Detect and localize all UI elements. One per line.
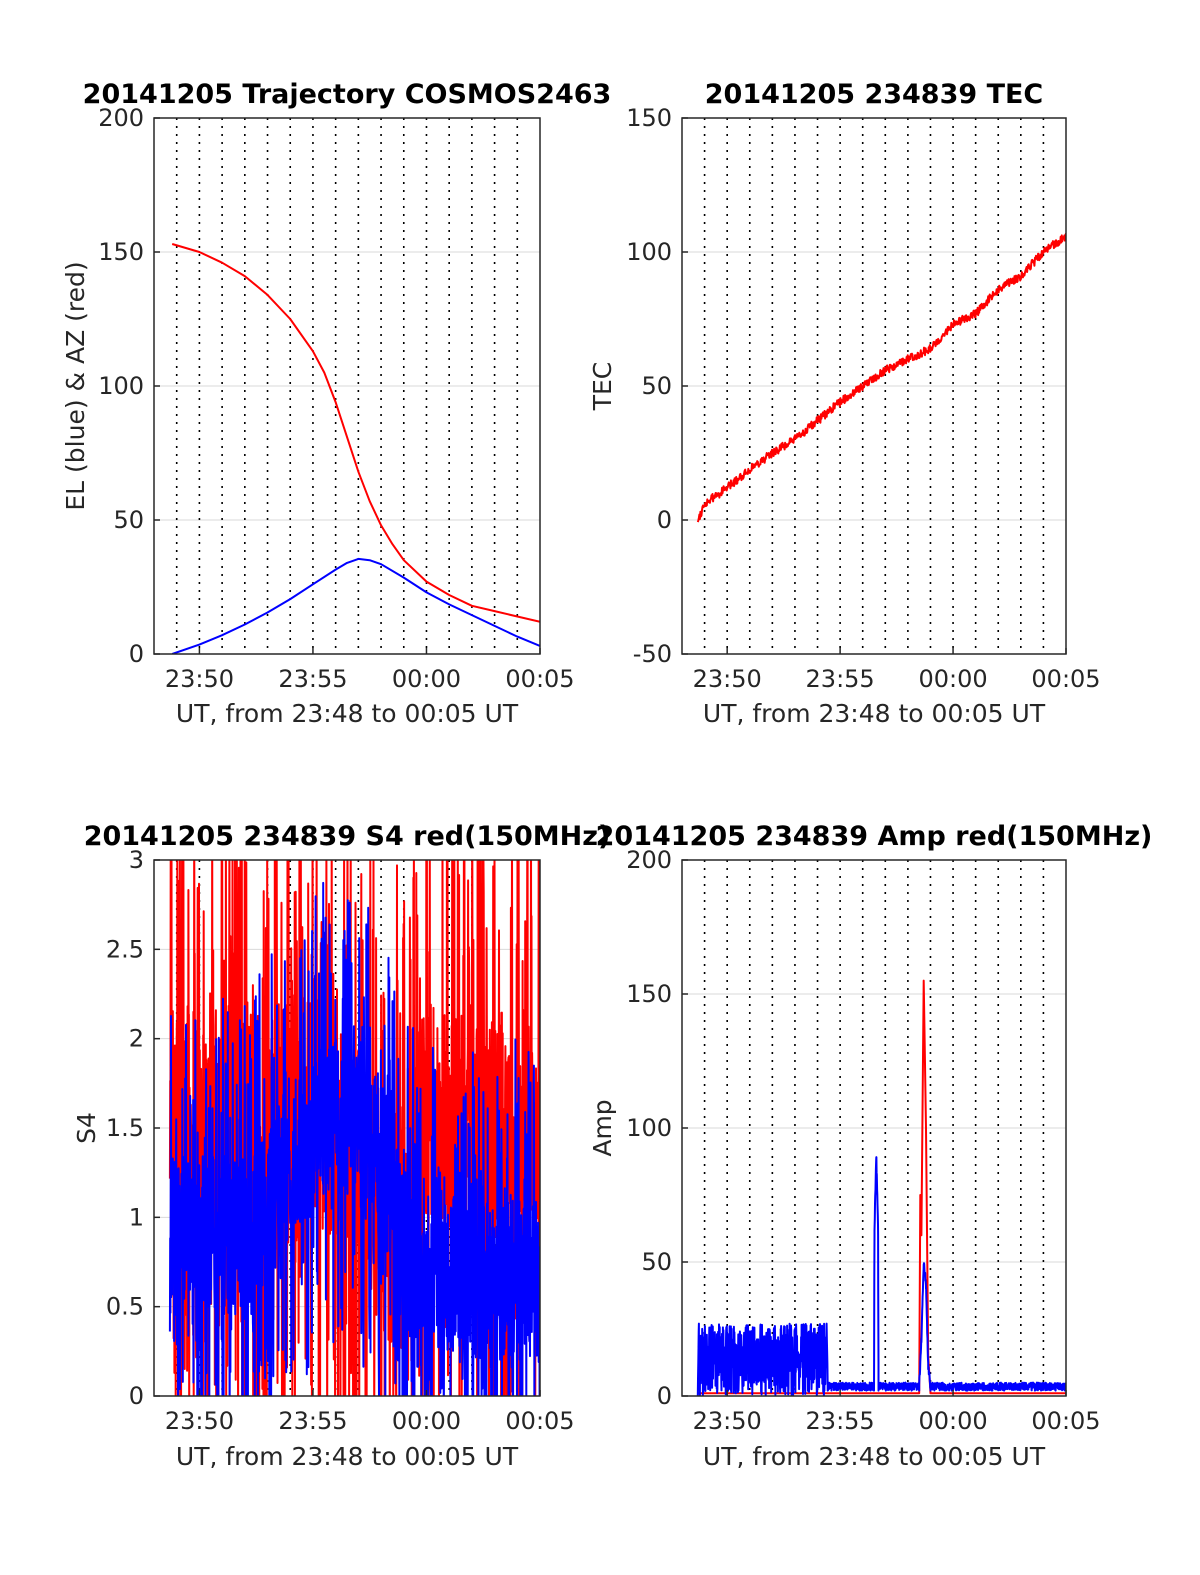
s4-ytick-label: 1 [129, 1203, 144, 1231]
tec-ytick-label: 150 [626, 104, 672, 132]
amp-xtick-label: 23:55 [806, 1407, 875, 1435]
tec-plot-area [696, 232, 1066, 523]
amp-ytick-label: 100 [626, 1114, 672, 1142]
tec-ylabel: TEC [588, 362, 617, 412]
tec-xtick-label: 23:50 [693, 665, 762, 693]
tec-xtick-label: 23:55 [806, 665, 875, 693]
trajectory-ytick-label: 0 [129, 640, 144, 668]
tec-ytick-label: -50 [633, 640, 672, 668]
tec-xtick-label: 00:00 [918, 665, 987, 693]
trajectory-xtick-label: 00:05 [505, 665, 574, 693]
amp-ytick-label: 150 [626, 980, 672, 1008]
trajectory-ylabel: EL (blue) & AZ (red) [61, 261, 90, 510]
trajectory-plot-area [171, 243, 540, 654]
tec-ytick-label: 0 [657, 506, 672, 534]
trajectory-ytick-label: 200 [98, 104, 144, 132]
s4-xlabel: UT, from 23:48 to 00:05 UT [176, 1442, 519, 1471]
tec-ytick-label: 50 [641, 372, 672, 400]
amp-ytick-label: 0 [657, 1382, 672, 1410]
s4-plot-area [168, 860, 540, 1396]
amp-xtick-label: 00:05 [1031, 1407, 1100, 1435]
trajectory-xtick-label: 23:55 [278, 665, 347, 693]
trajectory-series-blue [171, 557, 540, 654]
trajectory-xlabel: UT, from 23:48 to 00:05 UT [176, 699, 519, 728]
s4-ytick-label: 1.5 [106, 1114, 144, 1142]
tec-xtick-label: 00:05 [1031, 665, 1100, 693]
trajectory-xtick-label: 23:50 [165, 665, 234, 693]
amp-title: 20141205 234839 Amp red(150MHz) [596, 821, 1153, 852]
amp-ytick-label: 50 [641, 1248, 672, 1276]
s4-xtick-label: 00:00 [392, 1407, 461, 1435]
amp-series-blue [696, 1156, 1066, 1396]
trajectory-series-red [171, 243, 540, 623]
trajectory-panel: UT, from 23:48 to 00:05 UT EL (blue) & A… [61, 79, 611, 728]
s4-ylabel: S4 [72, 1112, 101, 1144]
amp-ylabel: Amp [588, 1099, 617, 1156]
trajectory-ytick-label: 100 [98, 372, 144, 400]
s4-ytick-label: 0 [129, 1382, 144, 1410]
amp-plot-area [696, 979, 1066, 1396]
trajectory-title: 20141205 Trajectory COSMOS2463 [83, 79, 612, 110]
amp-xtick-label: 23:50 [693, 1407, 762, 1435]
s4-ytick-label: 0.5 [106, 1293, 144, 1321]
s4-xtick-label: 23:55 [278, 1407, 347, 1435]
s4-ytick-label: 3 [129, 846, 144, 874]
amp-xtick-label: 00:00 [918, 1407, 987, 1435]
trajectory-ytick-label: 50 [113, 506, 144, 534]
tec-ytick-label: 100 [626, 238, 672, 266]
tec-xlabel: UT, from 23:48 to 00:05 UT [703, 699, 1046, 728]
tec-series-red [696, 232, 1066, 523]
s4-title: 20141205 234839 S4 red(150MHz) [84, 821, 611, 852]
amp-ytick-label: 200 [626, 846, 672, 874]
s4-xtick-label: 00:05 [505, 1407, 574, 1435]
s4-ytick-label: 2.5 [106, 935, 144, 963]
tec-panel: UT, from 23:48 to 00:05 UT TEC 23:50 23:5… [588, 79, 1101, 728]
s4-panel: UT, from 23:48 to 00:05 UT S4 23:50 23:55… [72, 821, 611, 1471]
s4-series-blue [168, 881, 540, 1396]
tec-title: 20141205 234839 TEC [705, 79, 1044, 110]
s4-ytick-label: 2 [129, 1025, 144, 1053]
trajectory-ytick-label: 150 [98, 238, 144, 266]
amp-panel: UT, from 23:48 to 00:05 UT Amp 23:50 23:5… [588, 821, 1152, 1471]
amp-xlabel: UT, from 23:48 to 00:05 UT [703, 1442, 1046, 1471]
trajectory-xtick-label: 00:00 [392, 665, 461, 693]
s4-xtick-label: 23:50 [165, 1407, 234, 1435]
